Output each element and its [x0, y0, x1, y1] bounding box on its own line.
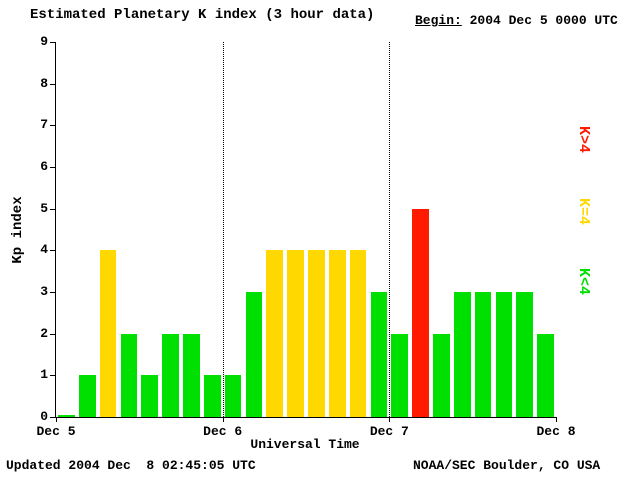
- kp-bar: [516, 292, 534, 417]
- kp-bar: [349, 250, 367, 417]
- x-axis-tick: [556, 417, 557, 422]
- x-axis-tick: [56, 417, 57, 422]
- x-axis-title: Universal Time: [250, 437, 360, 452]
- kp-bar: [308, 250, 325, 417]
- kp-bar: [203, 375, 221, 417]
- y-tick-label: 8: [40, 75, 48, 91]
- y-axis-tick: [50, 208, 56, 210]
- y-tick-label: 5: [40, 200, 48, 216]
- kp-bar: [99, 250, 117, 417]
- kp-bar: [183, 333, 200, 417]
- y-tick-label: 9: [40, 34, 48, 49]
- y-axis-tick: [50, 42, 56, 43]
- y-tick-label: 3: [40, 284, 48, 299]
- legend-item: K>4: [575, 126, 592, 154]
- y-axis-tick: [50, 125, 56, 127]
- x-tick-label: Dec 5: [36, 424, 76, 439]
- y-tick-label: 7: [40, 117, 48, 133]
- y-axis-tick: [50, 83, 56, 85]
- kp-bar: [141, 375, 159, 417]
- kp-bar: [412, 208, 429, 417]
- begin-line: Begin: 2004 Dec 5 0000 UTC: [415, 13, 618, 28]
- y-axis-tick: [50, 375, 56, 377]
- kp-bar: [287, 250, 304, 417]
- day-divider-line: [389, 42, 391, 417]
- legend-item: K<4: [575, 268, 592, 296]
- y-tick-label: 2: [40, 325, 48, 341]
- kp-bar: [370, 292, 388, 417]
- kp-bar: [224, 375, 242, 417]
- y-tick-label: 4: [40, 242, 48, 258]
- x-tick-label: Dec 8: [536, 424, 576, 439]
- plot-area: 0 1 2 3 4 5 6 7 8 9 Dec 5 Dec 6 Dec 7 Dec 8: [36, 34, 575, 439]
- kp-bar: [433, 333, 450, 417]
- y-tick-label: 0: [40, 409, 48, 424]
- chart-title: Estimated Planetary K index (3 hour data…: [30, 7, 375, 23]
- kp-bar: [537, 333, 554, 417]
- y-axis-tick: [50, 333, 56, 335]
- kp-bar: [328, 250, 346, 417]
- updated-timestamp: Updated 2004 Dec 8 02:45:05 UTC: [6, 458, 256, 473]
- x-axis-tick: [222, 417, 224, 422]
- day-divider-line: [222, 42, 224, 417]
- kp-bar: [162, 333, 179, 417]
- kp-bar: [453, 292, 471, 417]
- kp-bar: [474, 292, 492, 417]
- begin-label: Begin:: [415, 13, 462, 28]
- x-tick-label: Dec 7: [369, 424, 409, 439]
- y-tick-label: 1: [40, 367, 48, 383]
- legend-item: K=4: [575, 198, 592, 226]
- kp-bar: [245, 292, 263, 417]
- source-credit: NOAA/SEC Boulder, CO USA: [413, 458, 601, 473]
- kp-bar: [391, 333, 409, 417]
- begin-value: 2004 Dec 5 0000 UTC: [461, 13, 618, 28]
- y-axis-tick: [50, 417, 56, 418]
- kp-bar: [120, 333, 138, 417]
- y-axis-title: Kp index: [10, 196, 26, 264]
- y-axis-tick: [50, 292, 56, 293]
- y-axis-tick: [50, 167, 56, 168]
- kp-bar: [78, 375, 96, 417]
- kp-bar: [495, 292, 513, 417]
- kp-bar: [266, 250, 284, 417]
- x-axis-tick: [389, 417, 391, 422]
- kp-bar: [58, 415, 75, 417]
- x-tick-label: Dec 6: [203, 424, 243, 439]
- y-axis-tick: [50, 250, 56, 252]
- y-tick-label: 6: [40, 159, 48, 174]
